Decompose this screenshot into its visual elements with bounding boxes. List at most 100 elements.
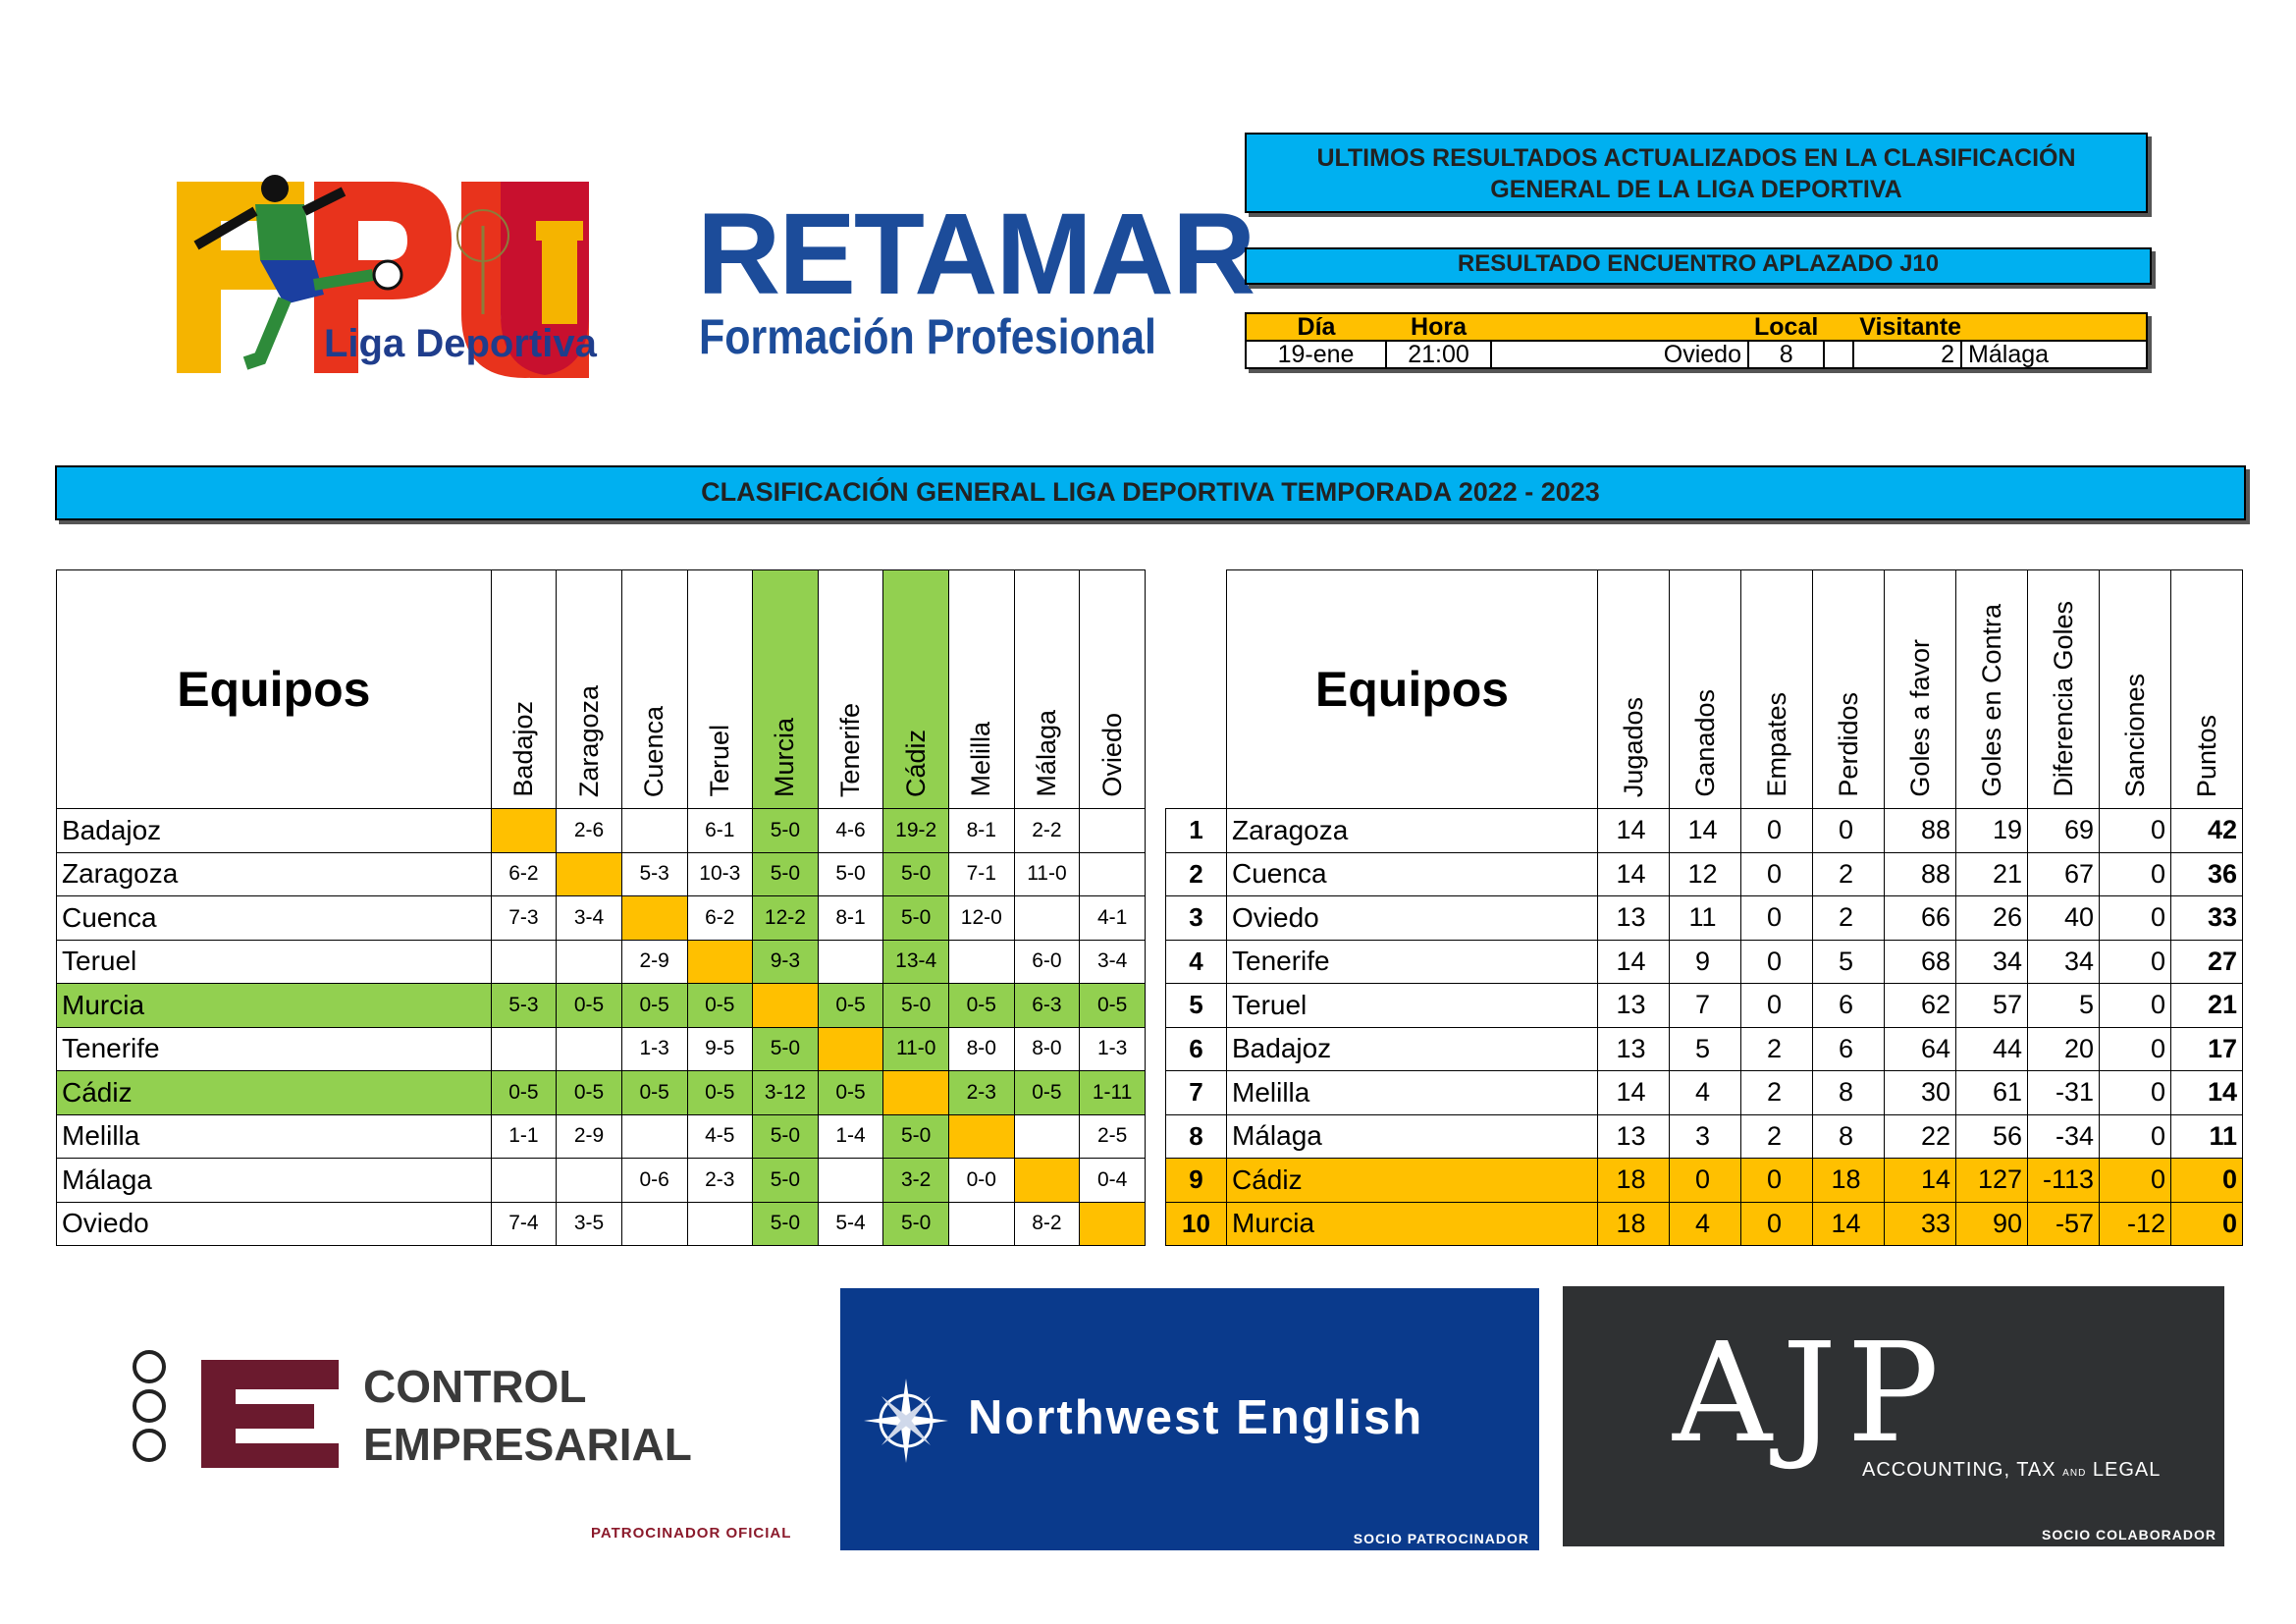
standings-value: 0 xyxy=(2099,983,2171,1028)
standings-value: 62 xyxy=(1884,983,1956,1028)
header-visitante: Visitante xyxy=(1853,312,1962,341)
standings-rank: 1 xyxy=(1165,808,1227,853)
standings-value: 2 xyxy=(1740,1113,1813,1159)
standings-team: Oviedo xyxy=(1226,895,1598,941)
matrix-cell xyxy=(490,808,558,853)
standings-value: 6 xyxy=(1812,983,1885,1028)
standings-value: 0 xyxy=(1740,1158,1813,1203)
standings-value: 20 xyxy=(2027,1026,2100,1071)
standings-team: Cuenca xyxy=(1226,851,1598,896)
matrix-row: Cuenca 7-3 3-4 6-2 12-2 8-1 5-0 12-0 4-1 xyxy=(56,895,1146,941)
standings-value: 2 xyxy=(1740,1070,1813,1115)
match-local-goals: 8 xyxy=(1746,340,1826,369)
matrix-cell: 0-5 xyxy=(686,1070,754,1115)
matrix-cell: 19-2 xyxy=(882,808,949,853)
fpu-caption: Liga Deportiva xyxy=(324,322,597,365)
standings-col-label: Sanciones xyxy=(2119,673,2150,797)
matrix-cell: 8-1 xyxy=(817,895,884,941)
matrix-col-label: Teruel xyxy=(704,725,734,797)
standings-table: Equipos Jugados Ganados Empates Perdidos Gol… xyxy=(1165,569,2243,1246)
standings-team: Cádiz xyxy=(1226,1158,1598,1203)
standings-value: 0 xyxy=(2170,1201,2243,1246)
matrix-cell: 12-0 xyxy=(948,895,1015,941)
matrix-col-6: Cádiz xyxy=(882,569,949,809)
matrix-cell xyxy=(948,939,1015,984)
matrix-cell: 3-2 xyxy=(882,1158,949,1203)
standings-row: 7 Melilla 14 4 2 8 30 61 -31 0 14 xyxy=(1165,1070,2243,1115)
matrix-cell: 5-0 xyxy=(752,1201,819,1246)
matrix-cell: 6-0 xyxy=(1013,939,1081,984)
standings-value: 34 xyxy=(1955,939,2028,984)
matrix-cell: 2-9 xyxy=(556,1113,622,1159)
results-matrix: Equipos Badajoz Zaragoza Cuenca Teruel Murci… xyxy=(56,569,1146,1246)
matrix-col-label: Cuenca xyxy=(639,705,669,797)
standings-value: 2 xyxy=(1740,1026,1813,1071)
matrix-cell: 6-2 xyxy=(686,895,754,941)
matrix-cell: 7-4 xyxy=(490,1201,558,1246)
matrix-cell: 2-6 xyxy=(556,808,622,853)
matrix-cell: 0-5 xyxy=(686,983,754,1028)
standings-value: 11 xyxy=(2170,1113,2243,1159)
standings-value: 13 xyxy=(1597,983,1670,1028)
standings-value: 0 xyxy=(2099,851,2171,896)
matrix-cell xyxy=(882,1070,949,1115)
matrix-cell: 7-3 xyxy=(490,895,558,941)
standings-value: 0 xyxy=(2170,1158,2243,1203)
matrix-col-1: Zaragoza xyxy=(556,569,622,809)
matrix-team: Cádiz xyxy=(56,1070,492,1115)
updated-line-1: ULTIMOS RESULTADOS ACTUALIZADOS EN LA CL… xyxy=(1316,144,2076,172)
matrix-cell: 11-0 xyxy=(1013,851,1081,896)
standings-value: 12 xyxy=(1669,851,1741,896)
matrix-cell: 5-0 xyxy=(752,851,819,896)
standings-value: 90 xyxy=(1955,1201,2028,1246)
standings-value: 9 xyxy=(1669,939,1741,984)
standings-value: 0 xyxy=(2099,895,2171,941)
matrix-cell: 5-0 xyxy=(752,1113,819,1159)
standings-value: 88 xyxy=(1884,808,1956,853)
matrix-row: Zaragoza 6-2 5-3 10-3 5-0 5-0 5-0 7-1 11-0 xyxy=(56,851,1146,896)
standings-value: 14 xyxy=(1597,808,1670,853)
matrix-cell: 1-1 xyxy=(490,1113,558,1159)
standings-rank: 6 xyxy=(1165,1026,1227,1071)
matrix-cell: 5-0 xyxy=(882,983,949,1028)
matrix-cell: 9-3 xyxy=(752,939,819,984)
standings-value: 127 xyxy=(1955,1158,2028,1203)
matrix-cell: 12-2 xyxy=(752,895,819,941)
matrix-col-label: Cádiz xyxy=(900,729,931,797)
standings-value: 0 xyxy=(2099,1158,2171,1203)
matrix-cell: 5-0 xyxy=(882,1113,949,1159)
matrix-col-label: Murcia xyxy=(770,717,800,797)
standings-value: 14 xyxy=(1669,808,1741,853)
retamar-subtitle: Formación Profesional xyxy=(699,309,1156,364)
matrix-cell xyxy=(556,851,622,896)
matrix-team: Oviedo xyxy=(56,1201,492,1246)
matrix-col-label: Melilla xyxy=(966,722,996,797)
standings-value: 13 xyxy=(1597,1113,1670,1159)
matrix-cell: 10-3 xyxy=(686,851,754,896)
standings-rank: 8 xyxy=(1165,1113,1227,1159)
header-hora: Hora xyxy=(1386,312,1491,341)
updated-line-2: GENERAL DE LA LIGA DEPORTIVA xyxy=(1490,176,1902,203)
standings-col-6: Diferencia Goles xyxy=(2027,569,2100,809)
standings-value: 21 xyxy=(2170,983,2243,1028)
matrix-cell xyxy=(817,939,884,984)
matrix-cell: 5-4 xyxy=(817,1201,884,1246)
standings-value: 56 xyxy=(1955,1113,2028,1159)
matrix-cell: 6-2 xyxy=(490,851,558,896)
standings-row: 4 Tenerife 14 9 0 5 68 34 34 0 27 xyxy=(1165,939,2243,984)
standings-col-label: Diferencia Goles xyxy=(2048,601,2078,797)
match-visitor-team: Málaga xyxy=(1960,340,2148,369)
ajp-title: AJP xyxy=(1673,1314,1949,1474)
standings-value: 0 xyxy=(2099,808,2171,853)
standings-value: 7 xyxy=(1669,983,1741,1028)
northwest-title: Northwest English xyxy=(968,1391,1424,1444)
matrix-cell xyxy=(948,1113,1015,1159)
season-banner: CLASIFICACIÓN GENERAL LIGA DEPORTIVA TEM… xyxy=(55,465,2246,520)
postponed-match-box: RESULTADO ENCUENTRO APLAZADO J10 xyxy=(1245,247,2152,285)
standings-value: 88 xyxy=(1884,851,1956,896)
standings-value: 18 xyxy=(1812,1158,1885,1203)
matrix-cell: 13-4 xyxy=(882,939,949,984)
matrix-cell: 0-6 xyxy=(620,1158,688,1203)
matrix-col-3: Teruel xyxy=(686,569,754,809)
standings-value: 34 xyxy=(2027,939,2100,984)
